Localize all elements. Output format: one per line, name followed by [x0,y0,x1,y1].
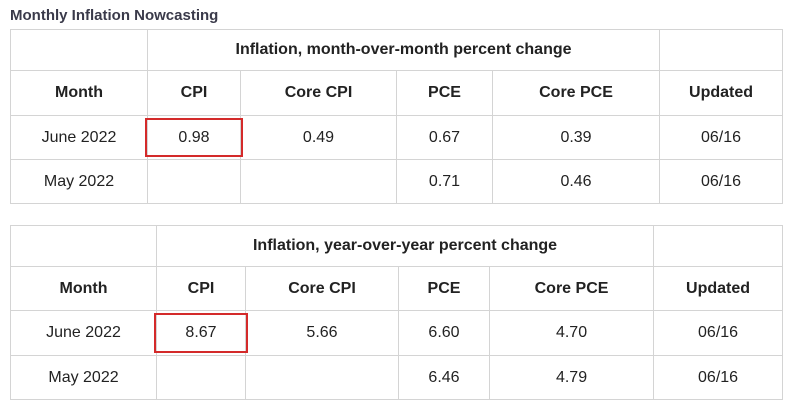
cell-pce: 6.60 [398,310,490,356]
cell-core-pce: 0.46 [491,159,661,204]
cell-pce: 0.71 [396,159,493,204]
cell-updated: 06/16 [653,310,784,356]
table-banner-row: Inflation, year-over-year percent change [10,225,784,267]
cell-core-pce: 0.39 [491,115,661,160]
column-header-month: Month [10,70,148,116]
cell-core-pce: 4.79 [488,355,655,400]
column-header-cpi: CPI [156,266,246,311]
column-header-core-cpi: Core CPI [245,266,399,311]
column-header-updated: Updated [659,70,784,116]
column-header-cpi: CPI [147,70,241,116]
cell-month: May 2022 [10,355,157,400]
cell-core-cpi [240,159,397,204]
mom-inflation-table: Inflation, month-over-month percent chan… [10,29,784,204]
cell-pce: 6.46 [398,355,490,400]
table-header-row: Month CPI Core CPI PCE Core PCE Updated [10,266,784,311]
table-banner: Inflation, year-over-year percent change [155,225,655,267]
table-banner: Inflation, month-over-month percent chan… [146,29,661,71]
banner-empty-cell [659,29,784,71]
cell-value: 0.98 [178,128,210,146]
column-header-pce: PCE [396,70,493,116]
cell-value: 8.67 [185,324,217,341]
column-header-core-pce: Core PCE [488,266,655,311]
table-row: May 2022 0.71 0.46 06/16 [10,159,784,204]
table-row: June 2022 0.98 0.49 0.67 0.39 06/16 [10,115,784,160]
cell-core-cpi: 0.49 [240,115,397,160]
cell-month: June 2022 [10,115,148,160]
column-header-pce: PCE [398,266,490,311]
banner-empty-cell [10,225,157,267]
table-banner-row: Inflation, month-over-month percent chan… [10,29,784,71]
page-title: Monthly Inflation Nowcasting [10,7,219,24]
table-row: May 2022 6.46 4.79 06/16 [10,355,784,400]
table-row: June 2022 8.67 5.66 6.60 4.70 06/16 [10,310,784,356]
cell-updated: 06/16 [659,115,784,160]
column-header-core-cpi: Core CPI [240,70,397,116]
cell-month: May 2022 [10,159,148,204]
yoy-inflation-table: Inflation, year-over-year percent change… [10,225,784,400]
cell-updated: 06/16 [659,159,784,204]
cell-core-cpi [245,355,399,400]
cell-pce: 0.67 [396,115,493,160]
column-header-core-pce: Core PCE [491,70,661,116]
cell-cpi [147,159,241,204]
table-header-row: Month CPI Core CPI PCE Core PCE Updated [10,70,784,116]
cell-core-cpi: 5.66 [245,310,399,356]
column-header-updated: Updated [653,266,784,311]
cell-cpi: 0.98 [145,115,243,160]
column-header-month: Month [10,266,157,311]
cell-cpi: 8.67 [154,310,248,356]
cell-updated: 06/16 [653,355,784,400]
banner-empty-cell [10,29,148,71]
cell-month: June 2022 [10,310,157,356]
cell-cpi [156,355,246,400]
cell-core-pce: 4.70 [488,310,655,356]
banner-empty-cell [653,225,784,267]
